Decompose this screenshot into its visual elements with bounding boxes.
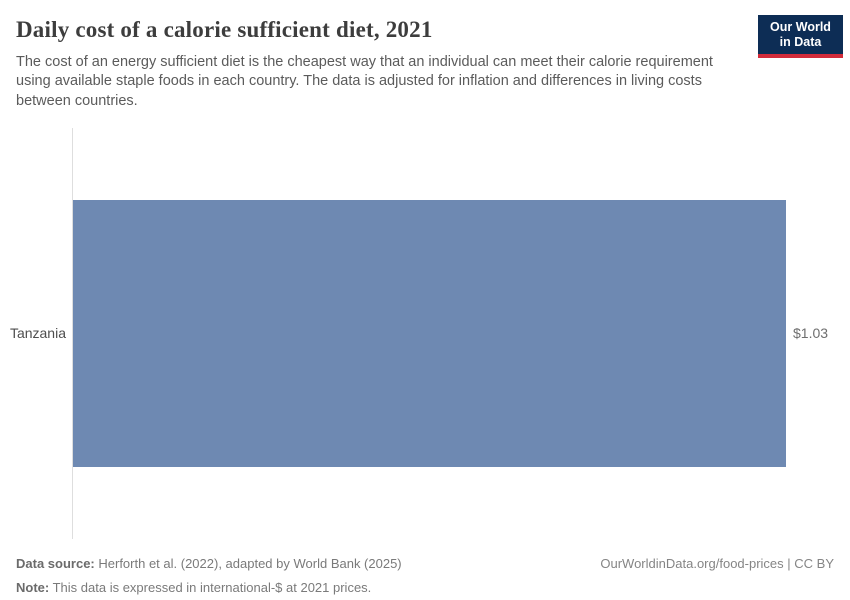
owid-logo-line2: in Data <box>779 34 822 49</box>
plot-area <box>72 127 786 539</box>
owid-logo: Our World in Data <box>758 15 843 58</box>
owid-logo-line1: Our World <box>770 20 831 34</box>
chart-plot-section: Tanzania $1.03 <box>10 127 834 539</box>
bar-tanzania[interactable] <box>73 199 786 467</box>
value-label-tanzania: $1.03 <box>793 325 829 342</box>
y-axis-labels: Tanzania <box>10 128 72 539</box>
chart-header: Daily cost of a calorie sufficient diet,… <box>0 0 850 112</box>
data-source-text: Herforth et al. (2022), adapted by World… <box>98 555 402 571</box>
data-source-label: Data source: <box>16 555 95 571</box>
chart-subtitle: The cost of an energy sufficient diet is… <box>16 53 713 110</box>
chart-footer: Data source: Herforth et al. (2022), ada… <box>16 555 834 600</box>
value-label-column: $1.03 <box>786 128 834 539</box>
bar-row: Tanzania $1.03 <box>10 127 834 539</box>
note-line: Note: This data is expressed in internat… <box>16 579 402 598</box>
entity-label-tanzania[interactable]: Tanzania <box>9 325 66 342</box>
note-label: Note: <box>16 579 50 595</box>
note-text: This data is expressed in international-… <box>52 579 372 595</box>
chart-title: Daily cost of a calorie sufficient diet,… <box>16 17 433 42</box>
license-link: OurWorldinData.org/food-prices | CC BY <box>600 555 834 571</box>
footer-left: Data source: Herforth et al. (2022), ada… <box>16 555 402 600</box>
data-source-line: Data source: Herforth et al. (2022), ada… <box>16 555 402 574</box>
